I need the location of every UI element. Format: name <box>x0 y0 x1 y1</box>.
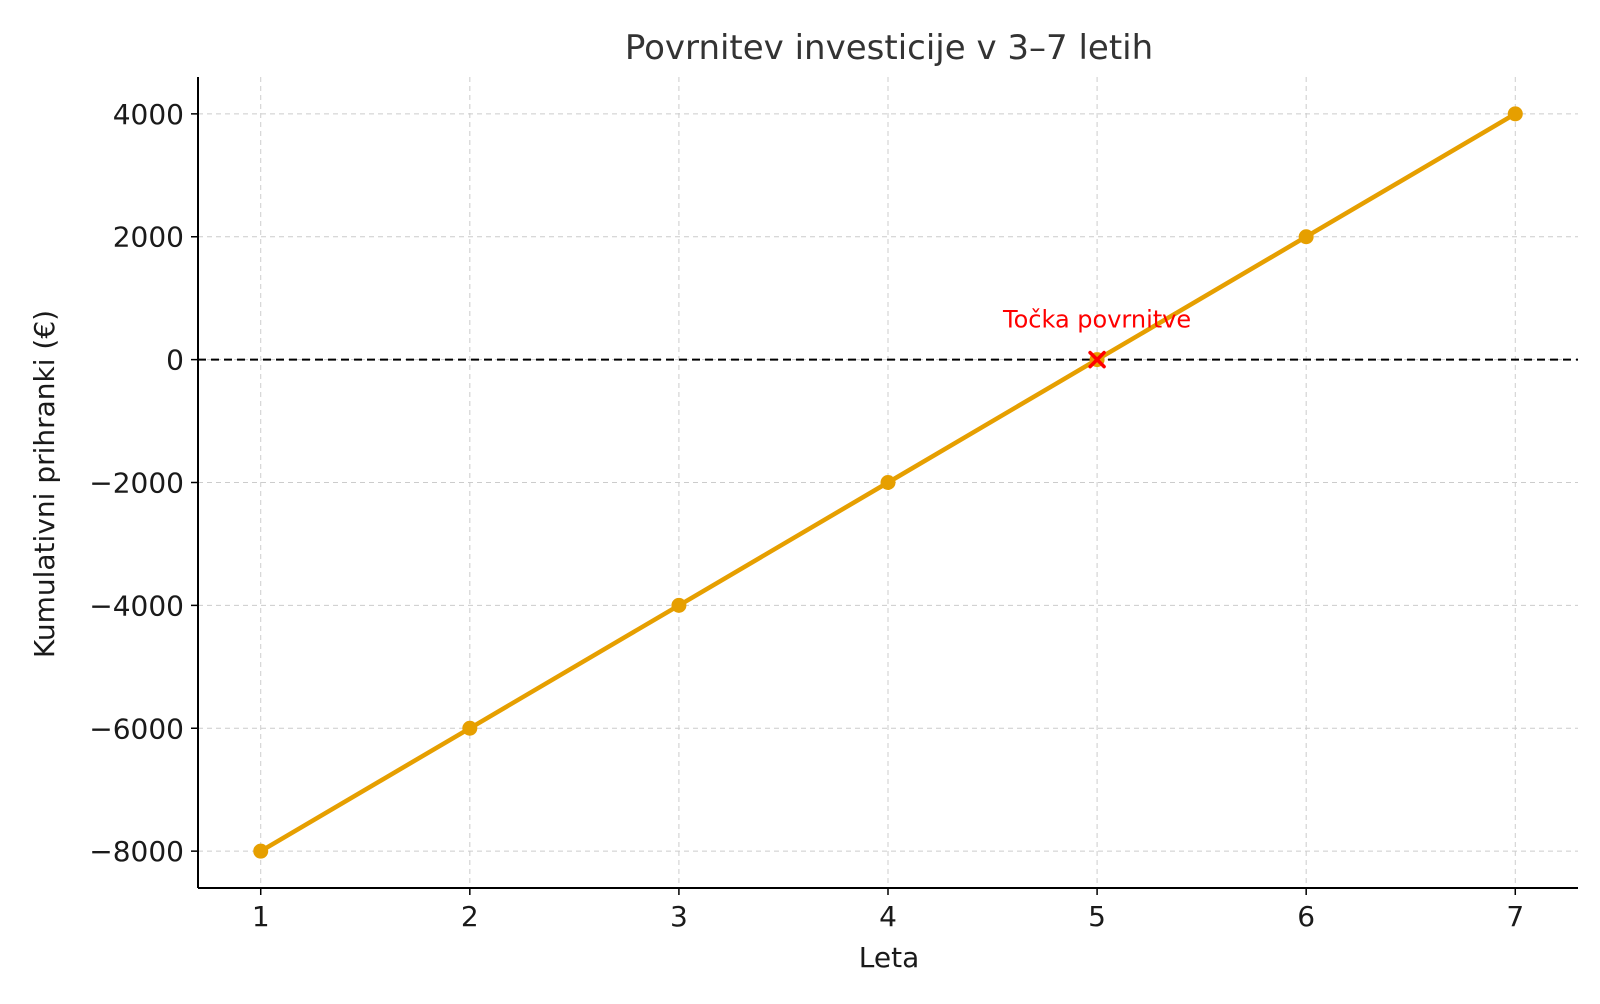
x-tick-label: 2 <box>461 900 479 933</box>
data-point <box>671 597 687 613</box>
x-axis-label: Leta <box>859 941 919 974</box>
data-point <box>880 475 896 490</box>
series-layer <box>253 106 1523 859</box>
annotation-layer: Točka povrnitve <box>1002 306 1191 369</box>
y-tick-label: 2000 <box>113 221 184 254</box>
y-tick-label: −6000 <box>89 712 184 745</box>
y-tick-label: 4000 <box>113 98 184 131</box>
x-tick-label: 7 <box>1506 900 1524 933</box>
data-point <box>462 720 478 736</box>
y-axis-label: Kumulativni prihranki (€) <box>28 310 61 658</box>
data-point <box>1298 229 1314 245</box>
x-tick-label: 4 <box>879 900 897 933</box>
x-tick-label: 5 <box>1088 900 1106 933</box>
y-tick-label: −4000 <box>89 589 184 622</box>
x-tick-label: 6 <box>1297 900 1315 933</box>
break-even-x-stroke <box>1088 350 1106 369</box>
data-point <box>1507 106 1523 122</box>
y-tick-label: 0 <box>166 344 184 377</box>
labels-layer: Povrnitev investicije v 3–7 letih Leta K… <box>28 28 1153 974</box>
data-point <box>253 843 269 859</box>
y-tick-label: −8000 <box>89 835 184 868</box>
y-tick-label: −2000 <box>89 467 184 500</box>
break-even-marker <box>1088 350 1106 369</box>
break-even-label: Točka povrnitve <box>1002 306 1191 334</box>
x-tick-label: 3 <box>670 900 688 933</box>
x-tick-label: 1 <box>252 900 270 933</box>
axes: 1 2 3 4 5 6 7 4000 2000 0 −2000 −4000 −6000 −8000 <box>89 77 1578 933</box>
grid <box>198 77 1578 888</box>
chart-title: Povrnitev investicije v 3–7 letih <box>625 28 1153 68</box>
